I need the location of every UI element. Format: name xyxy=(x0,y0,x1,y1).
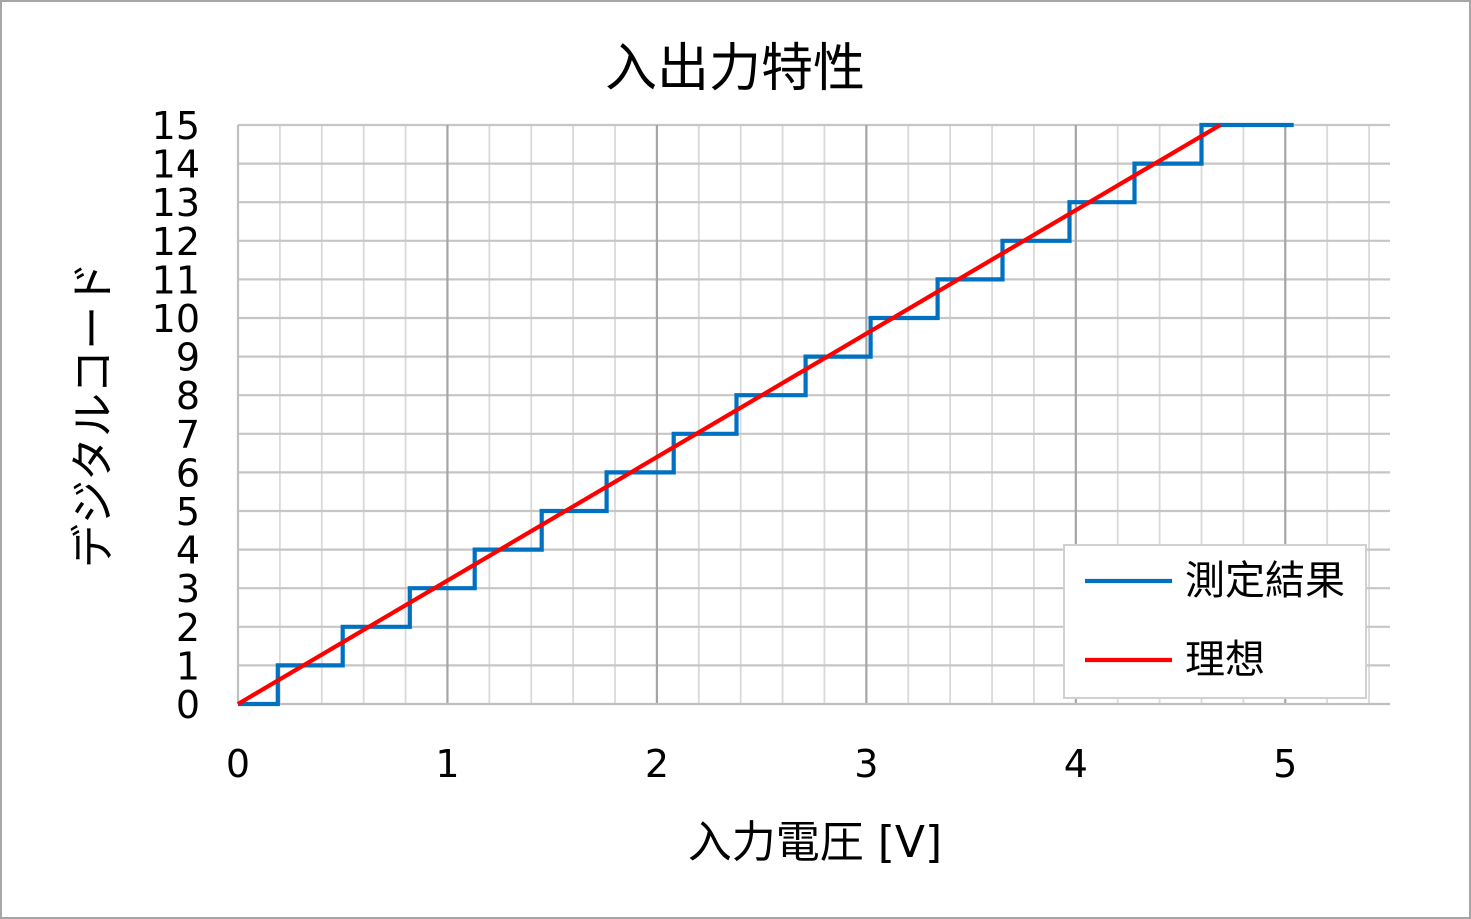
y-tick-label: 4 xyxy=(176,529,200,573)
y-tick-label: 6 xyxy=(176,451,200,495)
y-tick-label: 0 xyxy=(176,683,200,727)
y-tick-label: 9 xyxy=(176,336,200,380)
legend-label-measured: 測定結果 xyxy=(1185,558,1345,604)
axes xyxy=(236,125,1390,706)
y-tick-label: 12 xyxy=(152,220,200,264)
x-tick-label: 0 xyxy=(226,742,250,786)
series-line-measured xyxy=(238,122,1294,707)
legend-box xyxy=(1063,544,1367,699)
x-tick-label: 2 xyxy=(645,742,669,786)
x-tick-label: 3 xyxy=(854,742,878,786)
y-tick-label: 14 xyxy=(152,143,200,187)
y-tick-label: 3 xyxy=(176,567,200,611)
y-tick-label: 8 xyxy=(176,374,200,418)
x-tick-label: 5 xyxy=(1273,742,1297,786)
y-tick-label: 15 xyxy=(152,104,200,148)
y-tick-label: 13 xyxy=(152,181,200,225)
legend: 測定結果 理想 xyxy=(1063,544,1367,699)
series-line-ideal xyxy=(236,123,1222,706)
y-axis-title: デジタルコード xyxy=(68,262,119,568)
legend-label-ideal: 理想 xyxy=(1185,637,1265,683)
y-tick-label: 11 xyxy=(152,258,200,302)
y-tick-label: 5 xyxy=(176,490,200,534)
chart-title: 入出力特性 xyxy=(605,39,865,99)
plot-series xyxy=(236,122,1294,707)
x-axis-title: 入力電圧 [V] xyxy=(688,817,942,868)
x-tick-label: 4 xyxy=(1064,742,1088,786)
x-tick-label: 1 xyxy=(435,742,459,786)
y-tick-label: 10 xyxy=(152,297,200,341)
y-tick-label: 1 xyxy=(176,644,200,688)
y-tick-label: 2 xyxy=(176,606,200,650)
y-tick-label: 7 xyxy=(176,413,200,457)
